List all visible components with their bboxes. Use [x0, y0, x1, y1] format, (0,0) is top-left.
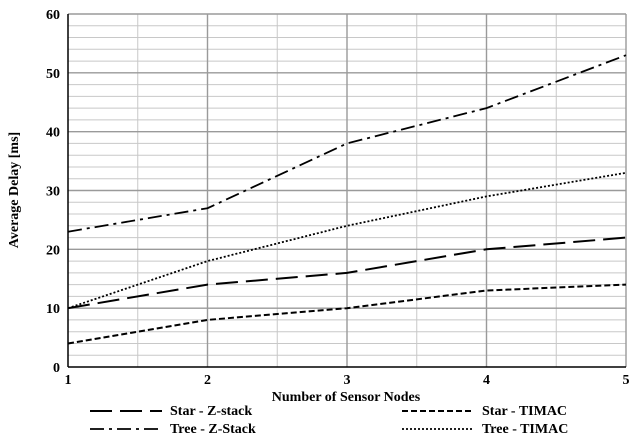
x-tick-label: 2 — [204, 373, 211, 388]
x-axis-label: Number of Sensor Nodes — [272, 390, 421, 405]
legend-label: Star - Z-stack — [170, 404, 252, 419]
series-line — [67, 283, 627, 345]
y-tick-label: 20 — [46, 243, 60, 258]
legend-label: Tree - TIMAC — [482, 422, 568, 437]
series-lines — [67, 54, 627, 345]
y-tick-label: 50 — [46, 67, 60, 82]
tick-labels: 0 10 20 30 40 50 60 1 2 3 4 5 — [46, 8, 629, 388]
x-tick-label: 5 — [623, 373, 629, 388]
y-axis-label: Average Delay [ms] — [7, 132, 22, 248]
series-line — [67, 171, 627, 310]
y-tick-label: 30 — [46, 185, 60, 200]
y-tick-label: 60 — [46, 8, 60, 23]
legend-label: Tree - Z-Stack — [170, 422, 256, 437]
y-tick-label: 40 — [46, 126, 60, 141]
y-tick-label: 0 — [53, 361, 60, 376]
series-line — [67, 54, 627, 233]
legend-label: Star - TIMAC — [482, 404, 567, 419]
grid — [68, 13, 627, 367]
y-tick-label: 10 — [46, 302, 60, 317]
x-tick-label: 4 — [483, 373, 490, 388]
x-tick-label: 1 — [65, 373, 72, 388]
legend: Star - Z-stack Star - TIMAC Tree - Z-Stack… — [90, 404, 568, 437]
x-tick-label: 3 — [344, 373, 351, 388]
series-line — [67, 236, 627, 310]
